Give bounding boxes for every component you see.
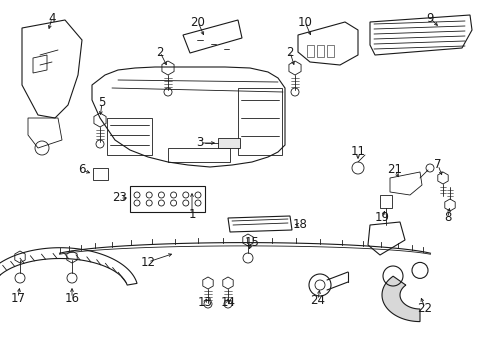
Text: 9: 9 xyxy=(426,12,433,24)
Text: 14: 14 xyxy=(220,296,235,309)
Text: 13: 13 xyxy=(197,296,212,309)
Text: 18: 18 xyxy=(292,219,307,231)
Text: 23: 23 xyxy=(112,192,127,204)
Text: 5: 5 xyxy=(98,96,105,109)
Text: 3: 3 xyxy=(196,136,203,149)
Text: 1: 1 xyxy=(188,208,195,221)
Text: 12: 12 xyxy=(140,256,155,269)
Polygon shape xyxy=(381,276,419,321)
Text: 16: 16 xyxy=(64,292,80,305)
Text: 6: 6 xyxy=(78,163,85,176)
Text: 17: 17 xyxy=(10,292,25,305)
Text: 8: 8 xyxy=(444,211,451,225)
Text: 11: 11 xyxy=(350,145,365,158)
Text: 22: 22 xyxy=(417,301,431,315)
Text: 20: 20 xyxy=(190,15,205,28)
Text: 19: 19 xyxy=(374,211,389,225)
Text: 2: 2 xyxy=(285,45,293,58)
Polygon shape xyxy=(218,138,240,148)
Text: 7: 7 xyxy=(433,158,441,171)
Text: 10: 10 xyxy=(297,15,312,28)
Text: 2: 2 xyxy=(156,45,163,58)
Text: 21: 21 xyxy=(386,163,402,176)
Text: 15: 15 xyxy=(244,235,259,248)
Text: 24: 24 xyxy=(310,293,325,306)
Text: 4: 4 xyxy=(48,12,56,24)
